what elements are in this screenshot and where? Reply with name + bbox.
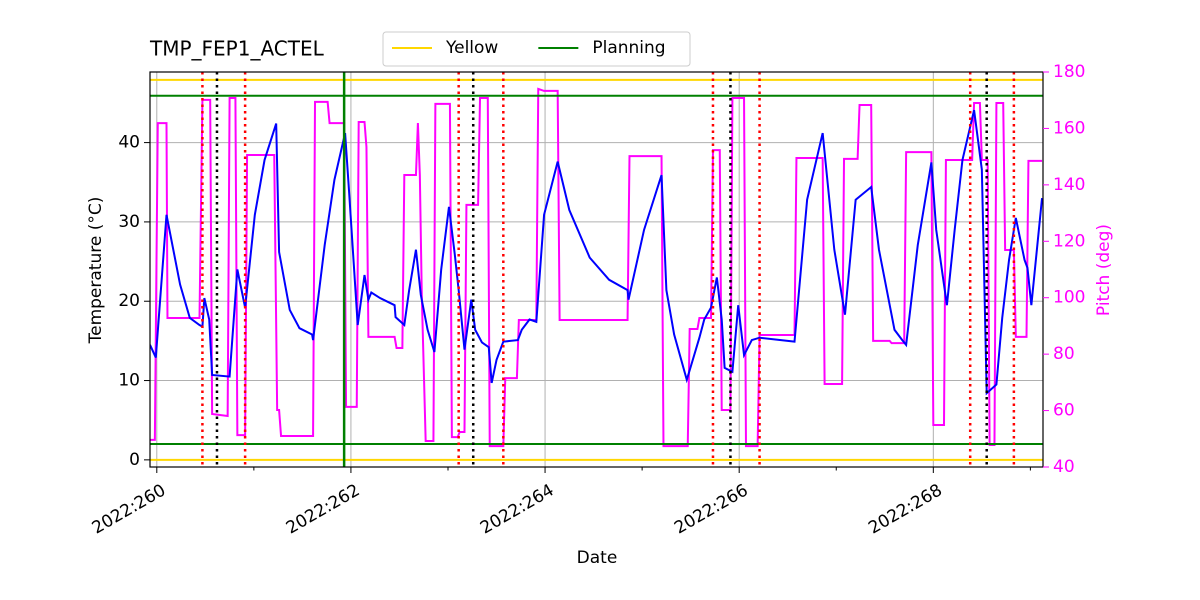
plot-area: [150, 72, 1043, 467]
legend: Yellow Planning: [382, 31, 691, 67]
y2-tick-label: 100: [1053, 288, 1085, 308]
legend-label: Planning: [592, 38, 665, 58]
y-axis-label: Temperature (°C): [86, 197, 106, 345]
plot-frame: [149, 71, 1044, 468]
chart-title: TMP_FEP1_ACTEL: [149, 37, 325, 61]
x-axis-label: Date: [577, 548, 618, 568]
y2-tick-label: 40: [1053, 457, 1075, 477]
y2-tick-label: 60: [1053, 401, 1075, 421]
y-tick-label: 30: [118, 212, 140, 232]
y2-tick-label: 140: [1053, 175, 1085, 195]
y2-tick-label: 180: [1053, 62, 1085, 82]
y2-tick-label: 80: [1053, 344, 1075, 364]
y-tick-label: 20: [118, 291, 140, 311]
y2-axis-label: Pitch (deg): [1094, 224, 1114, 316]
legend-label: Yellow: [445, 38, 498, 58]
y-tick-label: 10: [118, 371, 140, 391]
y-tick-label: 40: [118, 133, 140, 153]
y-tick-label: 0: [129, 450, 140, 470]
legend-box: [382, 31, 691, 67]
data-line: [150, 109, 1043, 396]
y2-tick-label: 120: [1053, 231, 1085, 251]
y2-tick-label: 160: [1053, 118, 1085, 138]
